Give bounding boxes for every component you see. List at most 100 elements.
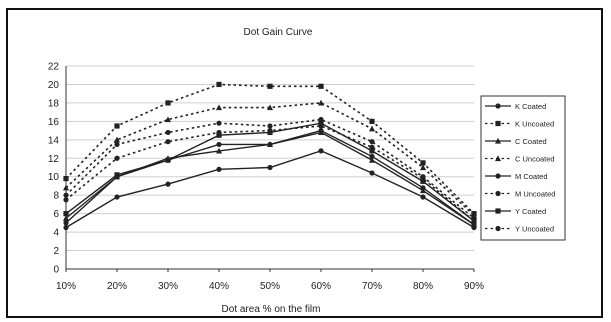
- data-point-c-uncoated: [165, 116, 171, 123]
- y-tick-label: 18: [48, 98, 60, 109]
- data-point-m-coated: [267, 141, 273, 148]
- data-point-y-uncoated: [165, 139, 171, 145]
- legend-marker-y-coated: [495, 208, 501, 214]
- data-point-c-uncoated: [63, 184, 69, 191]
- data-point-k-coated: [318, 148, 324, 154]
- legend: K Coated K Uncoated C Coated C Uncoated M Co…: [480, 95, 566, 241]
- data-point-c-uncoated: [318, 99, 324, 106]
- data-point-k-uncoated: [165, 100, 171, 106]
- data-point-k-uncoated: [369, 118, 375, 124]
- data-point-k-uncoated: [63, 175, 69, 182]
- data-point-m-uncoated: [114, 141, 120, 148]
- series-k-uncoated: [63, 81, 477, 217]
- legend-label-k-coated: K Coated: [515, 102, 546, 111]
- y-tick-label: 4: [53, 228, 59, 239]
- data-point-y-uncoated: [369, 144, 375, 150]
- data-point-c-uncoated: [216, 104, 222, 111]
- data-point-y-coated: [420, 178, 426, 184]
- legend-label-m-uncoated: M Uncoated: [515, 190, 555, 199]
- y-tick-label: 6: [53, 209, 59, 220]
- legend-label-k-uncoated: K Uncoated: [515, 120, 554, 129]
- x-tick-label: 10%: [56, 281, 76, 292]
- data-point-k-coated: [114, 194, 120, 200]
- data-point-c-uncoated: [114, 136, 120, 143]
- data-point-y-uncoated: [114, 155, 120, 161]
- data-point-m-coated: [420, 185, 426, 191]
- data-point-k-uncoated: [420, 160, 426, 166]
- data-point-k-uncoated: [267, 83, 273, 89]
- y-tick-label: 16: [48, 117, 60, 128]
- data-point-y-uncoated: [216, 129, 222, 136]
- data-point-y-uncoated: [318, 123, 324, 129]
- data-point-m-coated: [63, 220, 69, 226]
- data-point-k-coated: [267, 164, 273, 171]
- series-k-coated: [63, 148, 477, 231]
- data-point-m-uncoated: [63, 192, 69, 198]
- series-line-k-uncoated: [65, 83, 475, 215]
- data-point-m-coated: [216, 141, 222, 148]
- data-point-k-uncoated: [114, 123, 120, 129]
- x-axis-label: Dot area % on the film: [222, 304, 321, 315]
- data-point-y-coated: [318, 120, 324, 126]
- chart-frame: Dot Gain Curve 0 2 4 6 8 10 12 14 16 18 20 22 10% 20%…: [6, 8, 603, 318]
- legend-box: [480, 95, 566, 241]
- data-point-m-uncoated: [165, 129, 171, 136]
- x-tick-label: 70%: [362, 281, 382, 292]
- data-point-y-coated: [114, 172, 120, 178]
- data-point-m-uncoated: [267, 123, 273, 129]
- series-line-c-uncoated: [65, 102, 475, 217]
- data-point-c-uncoated: [420, 164, 426, 171]
- data-point-m-coated: [318, 127, 324, 134]
- y-tick-label: 10: [48, 172, 60, 183]
- x-tick-label: 20%: [107, 281, 127, 292]
- data-point-c-uncoated: [369, 125, 375, 132]
- y-tick-label: 2: [53, 246, 59, 257]
- chart-title: Dot Gain Curve: [244, 27, 313, 38]
- data-point-c-coated: [216, 147, 222, 154]
- series-c-uncoated: [63, 99, 477, 219]
- legend-marker-k-coated: [495, 103, 501, 109]
- series-y-uncoated: [63, 123, 477, 224]
- legend-label-m-coated: M Coated: [515, 172, 548, 181]
- x-tick-label: 80%: [413, 281, 433, 292]
- y-tick-label: 22: [48, 62, 60, 73]
- y-tick-label: 14: [48, 135, 60, 146]
- x-tick-label: 50%: [260, 281, 280, 292]
- y-tick-label: 0: [53, 265, 59, 276]
- legend-marker-c-coated: [495, 137, 501, 144]
- data-point-m-coated: [369, 153, 375, 160]
- data-point-y-coated: [369, 148, 375, 154]
- data-point-y-uncoated: [267, 127, 273, 134]
- y-tick-label: 20: [48, 80, 60, 91]
- data-point-k-uncoated: [318, 83, 324, 89]
- data-point-y-uncoated: [420, 175, 426, 182]
- legend-label-y-uncoated: Y Uncoated: [515, 225, 554, 234]
- data-point-k-coated: [165, 181, 171, 187]
- data-point-y-coated: [63, 211, 69, 217]
- data-point-k-uncoated: [216, 81, 222, 88]
- data-point-c-uncoated: [267, 104, 273, 111]
- series-layer: [63, 81, 477, 231]
- y-tick-label: 8: [53, 191, 59, 202]
- data-point-y-coated: [216, 132, 222, 138]
- series-line-k-coated: [65, 150, 475, 229]
- data-point-c-coated: [369, 156, 375, 163]
- legend-label-y-coated: Y Coated: [515, 207, 546, 216]
- x-tick-label: 30%: [158, 281, 178, 292]
- data-point-m-uncoated: [216, 120, 222, 126]
- series-line-y-coated: [65, 122, 475, 222]
- series-m-coated: [63, 127, 477, 228]
- data-point-m-uncoated: [369, 139, 375, 145]
- x-tick-label: 40%: [209, 281, 229, 292]
- legend-label-c-uncoated: C Uncoated: [515, 155, 555, 164]
- data-point-y-uncoated: [63, 197, 69, 203]
- data-point-k-coated: [420, 194, 426, 200]
- legend-marker-c-uncoated: [495, 155, 501, 162]
- data-point-k-coated: [63, 224, 69, 231]
- data-point-k-coated: [369, 170, 375, 176]
- x-tick-label: 60%: [311, 281, 331, 292]
- data-point-y-uncoated: [471, 218, 477, 224]
- data-point-y-coated: [165, 157, 171, 163]
- data-point-c-coated: [63, 215, 69, 221]
- legend-marker-m-coated: [495, 173, 501, 179]
